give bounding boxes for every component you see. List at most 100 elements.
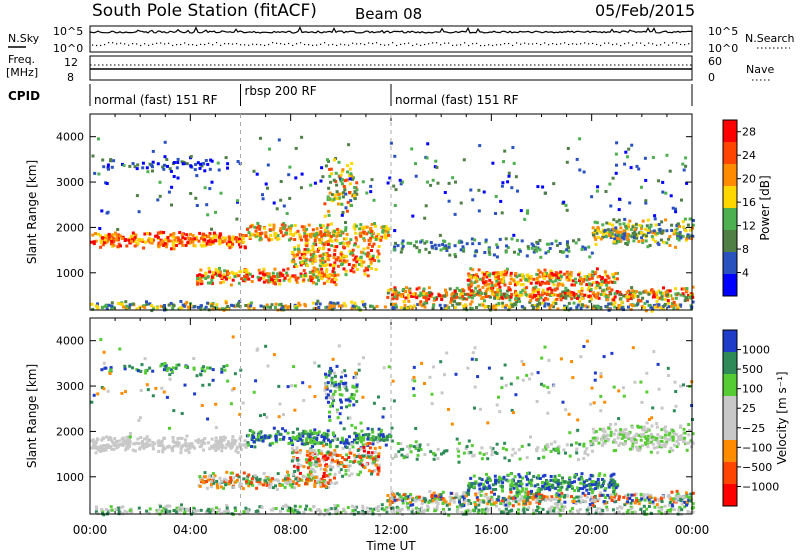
heatmap-cell [210, 275, 214, 279]
heatmap-cell [447, 507, 451, 511]
heatmap-cell [455, 292, 459, 296]
nsearch-dot [288, 42, 290, 45]
heatmap-cell [684, 491, 688, 495]
heatmap-cell [482, 272, 486, 276]
heatmap-cell [284, 481, 288, 485]
heatmap-cell [212, 231, 216, 235]
heatmap-cell [252, 431, 256, 435]
heatmap-cell [676, 222, 680, 226]
heatmap-cell [212, 509, 215, 513]
nsearch-dot [628, 42, 630, 44]
heatmap-cell [602, 293, 606, 296]
nsky-trace [89, 26, 692, 47]
heatmap-cell [229, 283, 233, 287]
heatmap-cell [330, 381, 334, 385]
heatmap-cell [344, 374, 348, 378]
heatmap-cell [600, 283, 604, 286]
heatmap-cell [350, 442, 354, 446]
heatmap-cell [246, 475, 250, 479]
heatmap-cell [435, 505, 439, 509]
heatmap-cell [218, 232, 222, 236]
heatmap-cell [356, 257, 360, 261]
heatmap-cell [439, 248, 443, 252]
heatmap-cell [112, 243, 116, 247]
nsearch-dot [360, 43, 362, 45]
heatmap-cell [337, 202, 340, 206]
heatmap-cell [311, 244, 315, 248]
heatmap-cell [307, 476, 311, 480]
heatmap-cell [681, 234, 685, 238]
heatmap-cell [259, 136, 262, 140]
heatmap-cell [330, 369, 334, 373]
heatmap-cell [392, 493, 395, 497]
nsearch-label: N.Search [745, 32, 795, 45]
heatmap-cell [351, 509, 355, 513]
heatmap-cell [399, 250, 403, 254]
heatmap-cell [129, 236, 133, 240]
heatmap-cell [507, 174, 511, 178]
heatmap-cell [271, 228, 275, 232]
heatmap-cell [534, 294, 538, 297]
heatmap-cell [322, 281, 326, 285]
heatmap-cell [156, 162, 160, 166]
heatmap-cell [274, 437, 278, 440]
cpid-segment-label: normal (fast) 151 RF [395, 93, 519, 107]
heatmap-cell [428, 490, 432, 493]
heatmap-cell [342, 184, 346, 188]
heatmap-cell [281, 505, 285, 508]
heatmap-cell [342, 507, 345, 511]
heatmap-cell [167, 239, 171, 243]
heatmap-cell [326, 158, 329, 162]
heatmap-cell [639, 299, 643, 303]
nsearch-dot [452, 44, 454, 47]
heatmap-cell [320, 267, 324, 271]
heatmap-cell [567, 301, 571, 305]
heatmap-cell [452, 500, 456, 504]
heatmap-cell [288, 238, 291, 242]
heatmap-cell [451, 176, 455, 180]
heatmap-cell [580, 292, 584, 296]
heatmap-cell [250, 430, 254, 434]
heatmap-cell [497, 301, 501, 305]
heatmap-cell [467, 283, 471, 287]
heatmap-cell [467, 295, 471, 299]
heatmap-cell [317, 430, 321, 434]
heatmap-cell [376, 249, 380, 253]
heatmap-cell [359, 456, 362, 459]
heatmap-cell [299, 437, 302, 441]
heatmap-cell [484, 283, 488, 287]
heatmap-cell [502, 503, 506, 507]
heatmap-cell [419, 291, 423, 295]
heatmap-cell [275, 487, 279, 491]
heatmap-cell [220, 276, 224, 279]
heatmap-cell [352, 438, 356, 442]
heatmap-cell [275, 207, 279, 211]
nsearch-dot [112, 42, 114, 44]
heatmap-cell [590, 195, 594, 199]
heatmap-cell [606, 298, 610, 302]
heatmap-cell [333, 280, 336, 284]
heatmap-cell [474, 506, 478, 510]
heatmap-cell [570, 297, 574, 301]
heatmap-cell [223, 275, 227, 279]
heatmap-cell [281, 234, 285, 238]
heatmap-cell [323, 202, 327, 206]
nsearch-dot [216, 42, 218, 44]
heatmap-cell [473, 501, 477, 505]
heatmap-cell [491, 161, 495, 165]
heatmap-cell [525, 254, 529, 258]
heatmap-cell [691, 491, 695, 495]
heatmap-cell [455, 295, 459, 299]
nsearch-dot [552, 42, 554, 45]
heatmap-cell [629, 505, 633, 509]
heatmap-cell [453, 212, 457, 216]
nsearch-dot [476, 42, 478, 45]
heatmap-cell [285, 212, 289, 215]
heatmap-cell [327, 373, 331, 377]
heatmap-cell [318, 238, 321, 242]
heatmap-cell [559, 250, 562, 253]
heatmap-cell [106, 509, 110, 513]
heatmap-cell [470, 307, 474, 311]
nsearch-dot [564, 42, 566, 44]
heatmap-cell [471, 198, 475, 202]
